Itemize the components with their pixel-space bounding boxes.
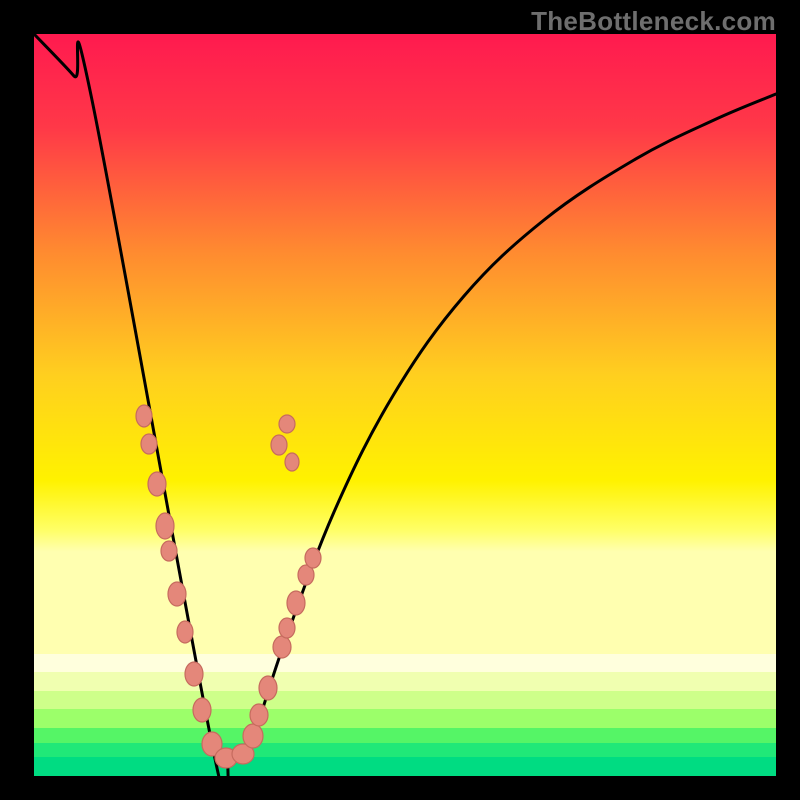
- bead: [279, 618, 295, 638]
- watermark-text: TheBottleneck.com: [531, 6, 776, 37]
- bead: [156, 513, 174, 539]
- plot-area: [34, 34, 776, 776]
- bead: [161, 541, 177, 561]
- bead: [193, 698, 211, 722]
- curve-layer: [34, 34, 776, 776]
- bead: [141, 434, 157, 454]
- bead: [279, 415, 295, 433]
- bead: [259, 676, 277, 700]
- bead: [285, 453, 299, 471]
- bead: [273, 636, 291, 658]
- bead: [250, 704, 268, 726]
- bead-group: [136, 405, 321, 768]
- figure-root: TheBottleneck.com: [0, 0, 800, 800]
- bead: [136, 405, 152, 427]
- bead: [148, 472, 166, 496]
- bead: [177, 621, 193, 643]
- bead: [168, 582, 186, 606]
- bead: [287, 591, 305, 615]
- bead: [271, 435, 287, 455]
- bead: [185, 662, 203, 686]
- bead: [243, 724, 263, 748]
- bead: [305, 548, 321, 568]
